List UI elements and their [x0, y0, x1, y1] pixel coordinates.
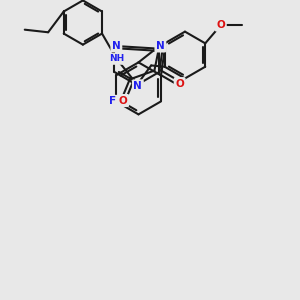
Text: O: O — [175, 79, 184, 88]
Text: N: N — [156, 41, 165, 51]
Text: O: O — [119, 95, 128, 106]
Text: O: O — [217, 20, 225, 30]
Text: N: N — [112, 41, 121, 51]
Text: F: F — [110, 96, 116, 106]
Text: N: N — [134, 81, 142, 91]
Text: NH: NH — [109, 54, 124, 63]
